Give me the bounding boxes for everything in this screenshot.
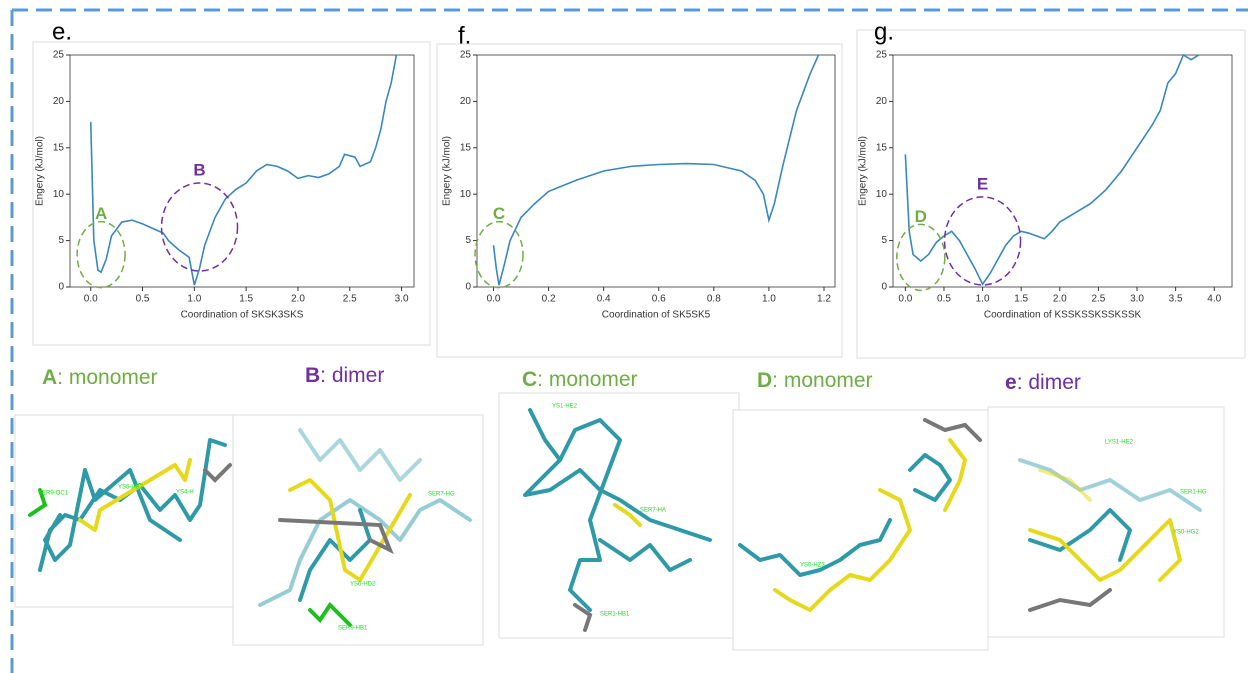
y-tick-label: 5 <box>465 235 471 246</box>
y-axis-label: Engery (kJ/mol) <box>442 136 453 206</box>
molecule-box <box>733 410 988 650</box>
x-tick-label: 1.0 <box>762 294 776 305</box>
x-tick-label: 0.8 <box>707 294 721 305</box>
x-tick-label: 0.0 <box>898 294 912 305</box>
x-tick-label: 3.0 <box>1130 294 1144 305</box>
annotation: D <box>915 207 927 226</box>
atom-label: SER9-OC1 <box>38 491 69 497</box>
x-tick-label: 0.5 <box>136 294 150 305</box>
atom-label: YS1-HE2 <box>552 404 578 410</box>
x-tick-label: 0.0 <box>84 294 98 305</box>
atom-label: SER9-HB1 <box>338 626 368 632</box>
x-tick-label: 4.0 <box>1207 294 1221 305</box>
caption-letter: D <box>757 369 772 392</box>
atom-label: SER1-HB1 <box>600 612 630 618</box>
atom-label: YS0-HZ3 <box>800 563 825 569</box>
y-axis-label: Engery (kJ/mol) <box>35 136 46 206</box>
caption: D: monomer <box>757 369 873 392</box>
y-tick-label: 10 <box>876 189 888 200</box>
y-tick-label: 20 <box>53 96 65 107</box>
caption: A: monomer <box>42 366 158 389</box>
atom-label: YS4-H <box>176 490 194 496</box>
caption-text: : monomer <box>537 368 637 391</box>
annotation: B <box>193 160 205 179</box>
panel-label: e. <box>52 18 72 45</box>
y-axis-label: Engery (kJ/mol) <box>858 136 869 206</box>
x-axis-label: Coordination of KSSKSSKSSKSSK <box>984 310 1142 321</box>
caption-letter: B <box>305 364 320 387</box>
atom-label: SER7-HA <box>640 508 666 514</box>
caption: B: dimer <box>305 364 384 387</box>
atom-label: SER7-HG <box>428 492 455 498</box>
annotation: C <box>493 204 505 223</box>
x-tick-label: 2.5 <box>343 294 357 305</box>
x-tick-label: 1.0 <box>187 294 201 305</box>
y-tick-label: 5 <box>881 235 887 246</box>
x-axis-label: Coordination of SKSK3SKS <box>181 310 304 321</box>
x-tick-label: 1.5 <box>239 294 253 305</box>
y-tick-label: 5 <box>58 235 64 246</box>
atom-label: SER1-HG <box>1180 490 1207 496</box>
y-tick-label: 15 <box>53 142 65 153</box>
y-tick-label: 20 <box>876 96 888 107</box>
x-tick-label: 2.0 <box>1053 294 1067 305</box>
x-tick-label: 0.6 <box>652 294 666 305</box>
atom-label: YS0-HG2 <box>1173 530 1199 536</box>
caption-text: : monomer <box>57 366 157 389</box>
y-tick-label: 10 <box>460 189 472 200</box>
caption: e: dimer <box>1005 371 1081 394</box>
caption: C: monomer <box>522 368 638 391</box>
figure: SER9-OC1 YS6-HB2 YS4-H SER7-HG YS6-HD2 S… <box>0 0 1248 673</box>
molecule-images: SER9-OC1 YS6-HB2 YS4-H SER7-HG YS6-HD2 S… <box>15 393 1224 650</box>
y-tick-label: 10 <box>53 189 65 200</box>
annotation: E <box>977 174 988 193</box>
y-tick-label: 20 <box>460 96 472 107</box>
x-axis-label: Coordination of SK5SK5 <box>602 310 711 321</box>
y-tick-label: 25 <box>876 50 888 61</box>
x-tick-label: 0.2 <box>542 294 556 305</box>
atom-label: LYS1-HE2 <box>1105 440 1134 446</box>
x-tick-label: 0.0 <box>487 294 501 305</box>
caption-letter: e <box>1005 371 1017 394</box>
caption-text: : dimer <box>1017 371 1081 394</box>
caption-text: : dimer <box>320 364 384 387</box>
x-tick-label: 2.5 <box>1091 294 1105 305</box>
x-tick-label: 2.0 <box>291 294 305 305</box>
x-tick-label: 0.5 <box>937 294 951 305</box>
caption-text: : monomer <box>772 369 872 392</box>
y-tick-label: 0 <box>881 282 887 293</box>
molecule-box <box>499 393 739 638</box>
x-tick-label: 1.0 <box>976 294 990 305</box>
y-tick-label: 0 <box>58 282 64 293</box>
x-tick-label: 3.0 <box>395 294 409 305</box>
y-tick-label: 15 <box>876 142 888 153</box>
x-tick-label: 1.5 <box>1014 294 1028 305</box>
x-tick-label: 1.2 <box>817 294 831 305</box>
annotation: A <box>95 204 107 223</box>
molecule-box <box>233 415 483 645</box>
atom-label: YS6-HD2 <box>350 582 376 588</box>
y-tick-label: 25 <box>460 50 472 61</box>
caption-letter: A <box>42 366 57 389</box>
y-tick-label: 15 <box>460 142 472 153</box>
atom-label: YS6-HB2 <box>118 485 144 491</box>
caption-letter: C <box>522 368 537 391</box>
panel-label: g. <box>874 18 894 45</box>
panel-label: f. <box>458 22 471 49</box>
x-tick-label: 0.4 <box>597 294 611 305</box>
y-tick-label: 25 <box>53 50 65 61</box>
x-tick-label: 3.5 <box>1169 294 1183 305</box>
y-tick-label: 0 <box>465 282 471 293</box>
